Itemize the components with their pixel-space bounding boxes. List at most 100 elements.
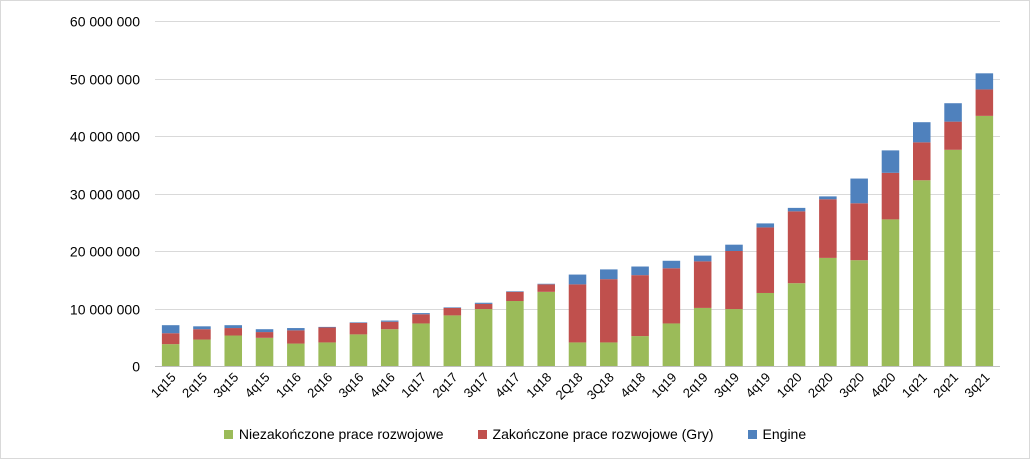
bar-segment-engine [537, 283, 555, 285]
x-tick-label: 2q19 [680, 370, 711, 401]
x-tick-label: 3q20 [836, 370, 867, 401]
bar-segment-zakonczone [819, 199, 837, 258]
bar-segment-engine [756, 223, 775, 228]
bar-segment-zakonczone [756, 227, 775, 293]
bar-segment-engine [881, 150, 900, 173]
bar-segment-zakonczone [287, 330, 305, 344]
x-tick-label: 2Q18 [553, 370, 586, 403]
y-tick-label: 0 [132, 359, 140, 375]
bar-segment-zakonczone [568, 284, 587, 343]
bar-segment-zakonczone [537, 284, 555, 292]
bar-segment-engine [631, 266, 649, 276]
bar-segment-zakonczone [443, 307, 462, 316]
bars [161, 73, 994, 367]
bar-segment-niezakonczone [819, 257, 837, 366]
legend-item-niezakonczone: Niezakończone prace rozwojowe [223, 426, 444, 442]
bar-segment-zakonczone [193, 329, 211, 340]
bar-segment-engine [349, 322, 368, 323]
bar-segment-niezakonczone [662, 323, 681, 366]
x-tick-label: 1q18 [523, 370, 554, 401]
bar-segment-niezakonczone [850, 260, 868, 366]
bar-segment-niezakonczone [881, 219, 900, 367]
bar-segment-engine [662, 260, 681, 269]
legend-label-niezakonczone: Niezakończone prace rozwojowe [238, 426, 444, 442]
bar-segment-zakonczone [349, 322, 368, 335]
y-axis: 0 10 000 000 20 000 000 30 000 000 40 000 00… [70, 14, 140, 375]
x-tick-label: 4q18 [617, 370, 648, 401]
bar-segment-niezakonczone [568, 342, 587, 366]
bar-segment-zakonczone [693, 261, 712, 308]
legend-swatch-engine [747, 429, 757, 439]
bar-segment-zakonczone [662, 268, 681, 324]
x-tick-label: 3q21 [961, 370, 992, 401]
bar-segment-niezakonczone [506, 301, 524, 366]
bar-segment-engine [443, 307, 462, 308]
bar-segment-zakonczone [318, 327, 336, 343]
bar-segment-engine [193, 326, 211, 330]
bar-segment-engine [380, 320, 399, 322]
bar-segment-niezakonczone [318, 342, 336, 366]
x-tick-label: 3q16 [335, 370, 366, 401]
bar-segment-engine [161, 325, 180, 334]
bar-segment-zakonczone [224, 328, 243, 336]
x-tick-label: 3Q18 [584, 370, 617, 403]
bar-segment-engine [819, 196, 837, 200]
y-tick-label: 40 000 000 [70, 129, 140, 145]
x-tick-label: 3q15 [210, 370, 241, 401]
bar-segment-zakonczone [380, 321, 399, 330]
bar-segment-engine [287, 328, 305, 331]
bar-segment-zakonczone [881, 172, 900, 220]
bar-segment-zakonczone [412, 314, 430, 324]
bar-segment-niezakonczone [600, 342, 618, 366]
bar-segment-zakonczone [787, 211, 806, 284]
legend-swatch-zakonczone [477, 429, 487, 439]
bar-segment-niezakonczone [975, 115, 994, 367]
bar-segment-niezakonczone [474, 309, 493, 366]
bar-segment-engine [255, 329, 274, 333]
bar-segment-niezakonczone [224, 335, 243, 366]
x-tick-label: 4q16 [367, 370, 398, 401]
bar-segment-niezakonczone [537, 291, 555, 366]
bar-segment-engine [474, 302, 493, 304]
bar-segment-engine [412, 313, 430, 315]
bar-segment-engine [693, 255, 712, 262]
bar-segment-niezakonczone [193, 339, 211, 366]
x-tick-label: 4q19 [742, 370, 773, 401]
legend-label-engine: Engine [762, 426, 807, 442]
x-tick-label: 3q19 [711, 370, 742, 401]
bar-segment-zakonczone [161, 333, 180, 345]
x-tick-label: 2q16 [304, 370, 335, 401]
bar-segment-niezakonczone [913, 180, 931, 366]
bar-segment-engine [506, 291, 524, 292]
bar-segment-zakonczone [474, 303, 493, 310]
legend-label-zakonczone: Zakończone prace rozwojowe (Gry) [492, 426, 714, 442]
legend-swatch-niezakonczone [223, 429, 233, 439]
y-tick-label: 50 000 000 [70, 72, 140, 88]
bar-segment-zakonczone [600, 279, 618, 343]
bar-segment-zakonczone [975, 89, 994, 116]
bar-segment-niezakonczone [443, 315, 462, 366]
x-tick-label: 2q17 [429, 370, 460, 401]
legend: Niezakończone prace rozwojowe Zakończone… [0, 424, 1030, 444]
legend-item-zakonczone: Zakończone prace rozwojowe (Gry) [477, 426, 714, 442]
bar-segment-niezakonczone [944, 149, 962, 366]
bar-segment-niezakonczone [349, 334, 368, 367]
bar-segment-niezakonczone [787, 283, 806, 366]
bar-segment-engine [975, 73, 994, 90]
y-tick-label: 60 000 000 [70, 14, 140, 30]
x-tick-label: 2q21 [930, 370, 961, 401]
bar-segment-niezakonczone [161, 344, 180, 366]
x-tick-label: 1q16 [273, 370, 304, 401]
x-tick-label: 3q17 [461, 370, 492, 401]
x-tick-label: 1q17 [398, 370, 429, 401]
bar-segment-zakonczone [913, 142, 931, 181]
bar-segment-zakonczone [255, 332, 274, 338]
bar-segment-zakonczone [506, 291, 524, 302]
bar-segment-engine [913, 122, 931, 143]
bar-segment-engine [224, 325, 243, 329]
bar-segment-niezakonczone [287, 343, 305, 366]
legend-item-engine: Engine [747, 426, 807, 442]
x-tick-label: 4q20 [868, 370, 899, 401]
x-tick-label: 4q15 [242, 370, 273, 401]
